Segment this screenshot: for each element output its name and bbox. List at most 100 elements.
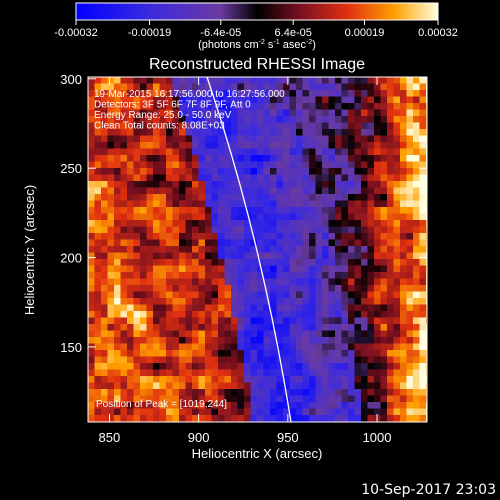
heatmap-cell <box>211 174 219 182</box>
heatmap-cell <box>88 122 96 130</box>
heatmap-cell <box>380 350 388 358</box>
heatmap-cell <box>185 77 193 85</box>
heatmap-cell <box>283 174 291 182</box>
heatmap-cell <box>218 77 226 85</box>
heatmap-cell <box>263 265 271 273</box>
heatmap-cell <box>315 395 323 403</box>
heatmap-cell <box>276 90 284 98</box>
heatmap-cell <box>107 389 115 397</box>
heatmap-cell <box>276 83 284 91</box>
heatmap-cell <box>276 285 284 293</box>
heatmap-cell <box>374 174 382 182</box>
heatmap-cell <box>419 376 427 384</box>
heatmap-cell <box>224 304 232 312</box>
heatmap-cell <box>348 298 356 306</box>
heatmap-cell <box>88 304 96 312</box>
heatmap-cell <box>114 122 122 130</box>
heatmap-cell <box>341 135 349 143</box>
heatmap-cell <box>341 376 349 384</box>
heatmap-cell <box>211 356 219 364</box>
heatmap-cell <box>153 402 161 410</box>
heatmap-cell <box>107 382 115 390</box>
heatmap-cell <box>224 194 232 202</box>
heatmap-cell <box>348 83 356 91</box>
heatmap-cell <box>107 122 115 130</box>
heatmap-cell <box>244 233 252 241</box>
heatmap-cell <box>244 174 252 182</box>
heatmap-cell <box>263 168 271 176</box>
heatmap-cell <box>140 233 148 241</box>
heatmap-cell <box>309 194 317 202</box>
heatmap-cell <box>159 135 167 143</box>
heatmap-cell <box>289 278 297 286</box>
heatmap-cell <box>133 135 141 143</box>
heatmap-cell <box>244 109 252 117</box>
heatmap-cell <box>283 402 291 410</box>
heatmap-cell <box>172 181 180 189</box>
heatmap-cell <box>101 90 109 98</box>
heatmap-cell <box>114 304 122 312</box>
heatmap-cell <box>198 350 206 358</box>
heatmap-cell <box>257 389 265 397</box>
heatmap-cell <box>192 356 200 364</box>
heatmap-cell <box>250 161 258 169</box>
heatmap-cell <box>211 129 219 137</box>
heatmap-cell <box>140 330 148 338</box>
heatmap-cell <box>133 369 141 377</box>
heatmap-cell <box>185 226 193 234</box>
heatmap-cell <box>224 155 232 163</box>
heatmap-cell <box>224 356 232 364</box>
heatmap-cell <box>257 90 265 98</box>
heatmap-cell <box>367 200 375 208</box>
heatmap-cell <box>159 200 167 208</box>
heatmap-cell <box>400 376 408 384</box>
heatmap-cell <box>218 181 226 189</box>
heatmap-cell <box>328 142 336 150</box>
heatmap-cell <box>94 363 102 371</box>
heatmap-cell <box>140 155 148 163</box>
heatmap-cell <box>380 337 388 345</box>
heatmap-cell <box>400 142 408 150</box>
heatmap-cell <box>205 272 213 280</box>
heatmap-cell <box>387 389 395 397</box>
heatmap-cell <box>380 324 388 332</box>
heatmap-cell <box>94 174 102 182</box>
heatmap-cell <box>400 90 408 98</box>
heatmap-cell <box>211 252 219 260</box>
heatmap-cell <box>244 239 252 247</box>
heatmap-cell <box>263 324 271 332</box>
heatmap-cell <box>296 415 304 422</box>
heatmap-cell <box>224 376 232 384</box>
heatmap-cell <box>289 148 297 156</box>
heatmap-cell <box>283 148 291 156</box>
heatmap-cell <box>133 421 141 422</box>
heatmap-cell <box>302 174 310 182</box>
heatmap-cell <box>335 337 343 345</box>
heatmap-cell <box>244 298 252 306</box>
heatmap-cell <box>289 116 297 124</box>
heatmap-cell <box>309 181 317 189</box>
heatmap-cell <box>296 408 304 416</box>
heatmap-cell <box>237 265 245 273</box>
heatmap-cell <box>237 298 245 306</box>
heatmap-cell <box>114 363 122 371</box>
x-axis-label: Heliocentric X (arcsec) <box>192 446 323 461</box>
heatmap-cell <box>328 395 336 403</box>
heatmap-cell <box>172 194 180 202</box>
heatmap-cell <box>140 103 148 111</box>
heatmap-cell <box>88 129 96 137</box>
heatmap-cell <box>270 298 278 306</box>
heatmap-cell <box>302 259 310 267</box>
heatmap-cell <box>127 402 135 410</box>
heatmap-cell <box>133 330 141 338</box>
heatmap-cell <box>166 369 174 377</box>
heatmap-cell <box>146 304 154 312</box>
heatmap-cell <box>335 330 343 338</box>
heatmap-cell <box>263 330 271 338</box>
heatmap-cell <box>146 252 154 260</box>
heatmap-cell <box>315 103 323 111</box>
heatmap-cell <box>101 213 109 221</box>
heatmap-cell <box>270 415 278 422</box>
heatmap-cell <box>419 350 427 358</box>
heatmap-cell <box>302 168 310 176</box>
